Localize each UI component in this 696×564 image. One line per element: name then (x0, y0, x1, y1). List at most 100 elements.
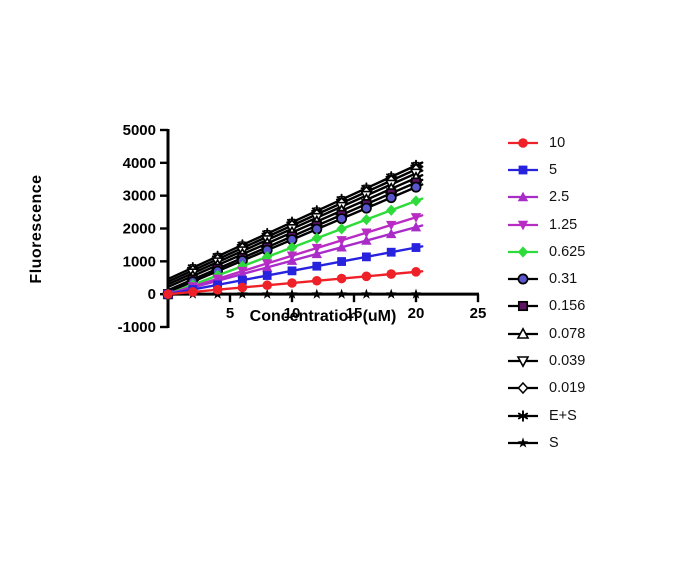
square-marker (213, 280, 222, 290)
legend-item-0-039: 0.039 (506, 347, 585, 374)
star-marker (385, 288, 397, 299)
triangle-up-marker (311, 248, 322, 259)
triangle-up-marker (262, 261, 273, 272)
diamond-marker (410, 195, 422, 207)
circle-outline-marker (517, 273, 529, 285)
circle-outline-marker (385, 192, 397, 204)
triangle-down-marker (517, 220, 529, 230)
y-axis-title: Fluorescence (28, 174, 45, 284)
x-axis-title: Concentration (uM) (249, 308, 397, 325)
x-tick-label: 25 (470, 305, 487, 322)
triangle-up-marker (336, 241, 347, 252)
square-legend-icon (508, 165, 538, 175)
legend-item-0-625: 0.625 (506, 238, 585, 265)
circle-marker (212, 284, 223, 295)
square-marker (411, 243, 421, 252)
triangle-up-marker (517, 191, 529, 202)
triangle-down-open-marker (516, 356, 530, 368)
legend-label: 1.25 (549, 216, 578, 233)
legend-item-5: 5 (506, 156, 585, 183)
legend-label: 2.5 (549, 189, 570, 206)
circle-marker (312, 275, 322, 286)
legend-item-0-078: 0.078 (506, 320, 585, 347)
fit-line (166, 174, 424, 289)
circle-marker (386, 269, 397, 279)
circle-marker (237, 282, 248, 293)
legend-label: 0.078 (549, 325, 586, 342)
diamond-marker (517, 246, 529, 258)
triangle-down-marker (386, 220, 397, 231)
star-marker (261, 288, 273, 299)
y-tick-label: 1000 (123, 253, 156, 270)
legend: 10 5 2.5 1.25 0.625 0.31 0.156 0.078 0.039 0.019 E… (506, 129, 585, 457)
star-marker (311, 288, 323, 299)
square-marker (518, 165, 528, 175)
legend-label: 0.156 (549, 298, 586, 315)
legend-item-0-019: 0.019 (506, 375, 585, 402)
star-marker (517, 437, 529, 448)
x-tick-label: 10 (284, 305, 301, 322)
legend-label: E+S (549, 407, 577, 424)
circle-marker (262, 280, 273, 291)
circle-marker (287, 278, 297, 288)
diamond-marker (237, 260, 248, 272)
asterisk-legend-icon (508, 409, 538, 422)
legend-item-2-5: 2.5 (506, 184, 585, 211)
fit-line (166, 224, 424, 296)
triangle-up-marker (386, 228, 397, 239)
triangle-down-marker (361, 228, 372, 239)
legend-item-e-s: E+S (506, 402, 585, 429)
diamond-marker (286, 241, 298, 254)
square-outline-marker (517, 301, 529, 312)
circle-marker (163, 289, 173, 299)
legend-label: 0.039 (549, 353, 586, 370)
square-marker (386, 247, 396, 257)
diamond-open-legend-icon (508, 382, 538, 395)
circle-outline-marker (311, 223, 323, 235)
triangle-up-legend-icon (508, 191, 538, 202)
circle-marker (518, 137, 528, 148)
circle-outline-marker (410, 181, 422, 193)
x-tick-label: 20 (408, 305, 425, 322)
legend-label: S (549, 434, 559, 451)
triangle-down-legend-icon (508, 220, 538, 230)
triangle-down-marker (336, 236, 347, 246)
y-tick-label: 2000 (123, 221, 156, 238)
diamond-legend-icon (508, 246, 538, 258)
star-marker (336, 288, 347, 299)
y-tick-label: 0 (148, 286, 156, 303)
x-tick-label: 5 (226, 305, 234, 322)
y-tick-label: 5000 (123, 122, 156, 139)
series-group (162, 159, 424, 300)
triangle-down-marker (410, 213, 422, 223)
circle-marker (188, 287, 198, 297)
diamond-marker (311, 232, 322, 244)
legend-item-0-156: 0.156 (506, 293, 585, 320)
legend-item-10: 10 (506, 129, 585, 156)
square-outline-legend-icon (508, 301, 538, 312)
square-marker (262, 271, 272, 280)
star-marker (361, 288, 372, 299)
square-marker (362, 252, 371, 262)
legend-item-0-31: 0.31 (506, 265, 585, 292)
diamond-marker (336, 223, 347, 235)
circle-legend-icon (508, 137, 538, 148)
y-tick-label: -1000 (118, 319, 156, 336)
legend-item-1-25: 1.25 (506, 211, 585, 238)
asterisk-marker-center (521, 413, 525, 418)
star-marker (410, 288, 422, 299)
y-tick-label: 3000 (123, 188, 156, 205)
diamond-marker (361, 213, 372, 226)
triangle-down-open-legend-icon (508, 356, 538, 368)
circle-outline-marker (336, 213, 348, 225)
triangle-up-marker (410, 221, 422, 232)
triangle-up-marker (361, 235, 372, 245)
x-tick-label: 15 (346, 305, 363, 322)
series-10 (163, 267, 424, 299)
legend-label: 0.31 (549, 271, 578, 288)
circle-outline-marker (360, 202, 372, 214)
legend-label: 0.019 (549, 380, 586, 397)
square-marker (287, 266, 297, 276)
circle-outline-legend-icon (508, 273, 538, 285)
